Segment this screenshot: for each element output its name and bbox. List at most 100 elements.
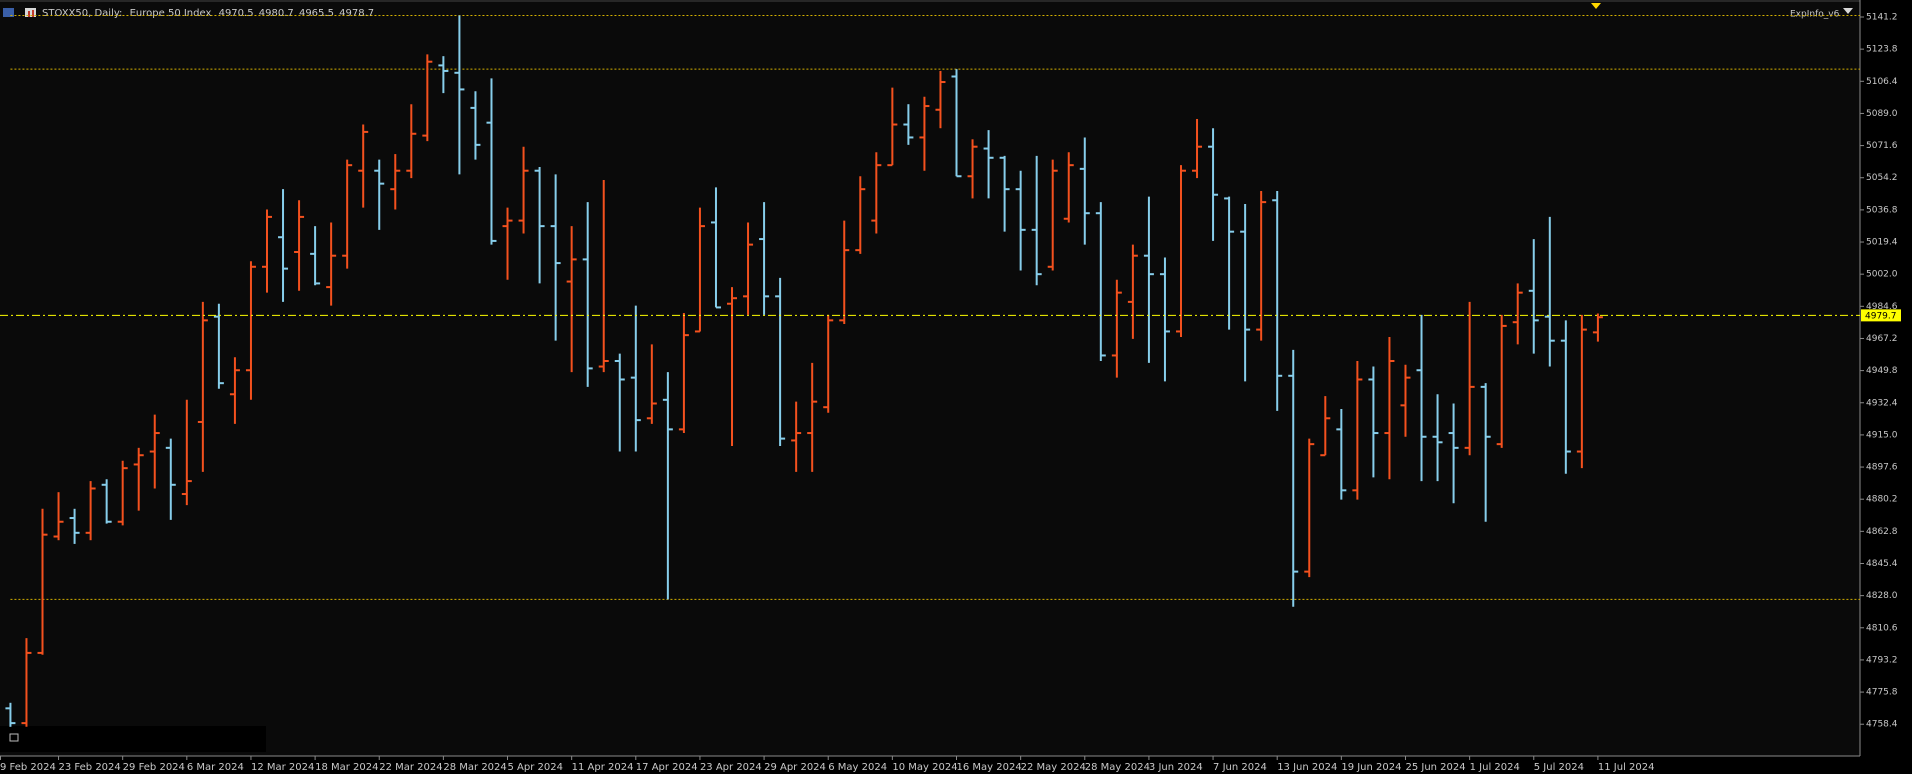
y-tick-label: 4758.4 — [1866, 720, 1898, 730]
x-tick-label: 13 Jun 2024 — [1277, 762, 1337, 773]
ohlc-bar — [630, 305, 641, 452]
symbol: STOXX50, Daily: — [42, 8, 122, 19]
x-tick-label: 10 May 2024 — [892, 762, 957, 773]
ohlc-bar — [935, 70, 946, 129]
x-tick-label: 3 Jun 2024 — [1149, 762, 1203, 773]
ohlc-bar — [1576, 314, 1587, 469]
ohlc-bar — [1208, 128, 1219, 241]
ohlc-bar — [133, 447, 144, 511]
y-tick-label: 4793.2 — [1866, 655, 1898, 665]
x-tick-label: 5 Apr 2024 — [508, 762, 563, 773]
ohlc-bar — [85, 481, 96, 541]
chart-icon-bar — [32, 10, 34, 17]
x-tick-label: 11 Apr 2024 — [572, 762, 634, 773]
ohlc-bar — [951, 69, 962, 178]
y-tick-label: 5123.8 — [1866, 45, 1898, 55]
ohlc-bar — [887, 87, 898, 167]
current-price-label: 4979.7 — [1865, 311, 1897, 321]
y-tick-label: 4897.6 — [1866, 463, 1898, 473]
ohlc-bar — [662, 372, 673, 600]
ohlc-bar — [181, 399, 192, 506]
ohlc-bar — [743, 222, 754, 315]
ohlc-bar — [518, 146, 529, 234]
ohlc-bar — [710, 187, 721, 309]
ohlc-bar — [1352, 361, 1363, 500]
ohlc-bar — [1336, 409, 1347, 500]
ohlc-bar — [261, 209, 272, 293]
ohlc-bar — [646, 344, 657, 424]
x-tick-label: 28 May 2024 — [1085, 762, 1150, 773]
header-low: 4965.5 — [299, 8, 334, 19]
ohlc-bar — [165, 438, 176, 520]
ohlc-bar — [1320, 396, 1331, 457]
ohlc-bar — [422, 54, 433, 142]
restore-icon[interactable] — [9, 733, 19, 742]
ohlc-bar — [1448, 403, 1459, 504]
y-tick-label: 4984.6 — [1866, 302, 1898, 312]
ohlc-bar — [1031, 155, 1042, 286]
ohlc-bar — [1592, 313, 1603, 342]
ohlc-bar — [1528, 239, 1539, 354]
y-tick-label: 4967.2 — [1866, 334, 1898, 344]
ohlc-bar — [101, 479, 112, 524]
ohlc-bar — [614, 353, 625, 452]
ohlc-bar — [486, 78, 497, 245]
y-tick-label: 4810.6 — [1866, 623, 1898, 633]
ohlc-bar — [1143, 196, 1154, 363]
ohlc-bar — [245, 261, 256, 400]
ohlc-bar — [1095, 202, 1106, 362]
ohlc-bar — [1159, 257, 1170, 382]
y-tick-label: 4949.8 — [1866, 366, 1898, 376]
shift-marker[interactable] — [1591, 3, 1601, 9]
ohlc-bar — [1063, 152, 1074, 223]
header-close: 4978.7 — [339, 8, 374, 19]
ohlc-bar — [1480, 383, 1491, 522]
ohlc-bar — [213, 303, 224, 389]
ohlc-bar — [69, 508, 80, 544]
ohlc-bar — [149, 414, 160, 489]
indicator-icon[interactable] — [1843, 8, 1853, 14]
ohlc-bar — [1400, 364, 1411, 437]
x-tick-label: 22 May 2024 — [1021, 762, 1086, 773]
y-tick-label: 5019.4 — [1866, 238, 1898, 248]
ohlc-bar — [470, 91, 481, 160]
ohlc-bar — [694, 207, 705, 333]
x-tick-label: 28 Mar 2024 — [443, 762, 506, 773]
x-tick-label: 7 Jun 2024 — [1213, 762, 1267, 773]
bottom-panel — [0, 726, 266, 752]
ohlc-bar — [5, 702, 16, 727]
header-open: 4970.5 — [219, 8, 254, 19]
chart-icon-bar — [28, 11, 30, 17]
y-tick-label: 4775.8 — [1866, 688, 1898, 698]
x-tick-label: 19 Jun 2024 — [1341, 762, 1401, 773]
ohlc-bar — [999, 155, 1010, 232]
x-tick-label: 22 Mar 2024 — [379, 762, 442, 773]
ohlc-bar — [406, 104, 417, 179]
ohlc-bar — [1175, 165, 1186, 337]
menu-icon[interactable] — [3, 8, 14, 17]
y-tick-label: 5106.4 — [1866, 77, 1898, 87]
chart-layer: 4758.4 4775.8 4793.2 4810.6 4828.0 4845.4 4862… — [0, 12, 1901, 773]
ohlc-bar — [1512, 283, 1523, 345]
x-tick-label: 16 May 2024 — [957, 762, 1022, 773]
ohlc-bar — [326, 222, 337, 306]
y-tick-label: 5002.0 — [1866, 270, 1898, 280]
x-tick-label: 1 Jul 2024 — [1470, 762, 1520, 773]
x-tick-label: 29 Apr 2024 — [764, 762, 826, 773]
ohlc-bar — [1416, 314, 1427, 482]
ohlc-bar — [678, 312, 689, 434]
ohlc-bar — [598, 179, 609, 373]
y-tick-label: 4845.4 — [1866, 559, 1898, 569]
ohlc-bar — [1256, 191, 1267, 341]
ohlc-bar — [855, 176, 866, 254]
y-tick-label: 4880.2 — [1866, 495, 1898, 505]
y-tick-label: 4828.0 — [1866, 591, 1898, 601]
plot-area — [0, 0, 1860, 756]
ohlc-bar — [1079, 137, 1090, 245]
ohlc-bar — [1288, 349, 1299, 607]
chart-header: STOXX50, Daily: Europe 50 Index 4970.5 4… — [42, 8, 374, 19]
chart-icon[interactable] — [25, 8, 36, 17]
ohlc-bar — [919, 96, 930, 171]
y-tick-label: 5054.2 — [1866, 173, 1898, 183]
ohlc-bar — [550, 174, 561, 341]
